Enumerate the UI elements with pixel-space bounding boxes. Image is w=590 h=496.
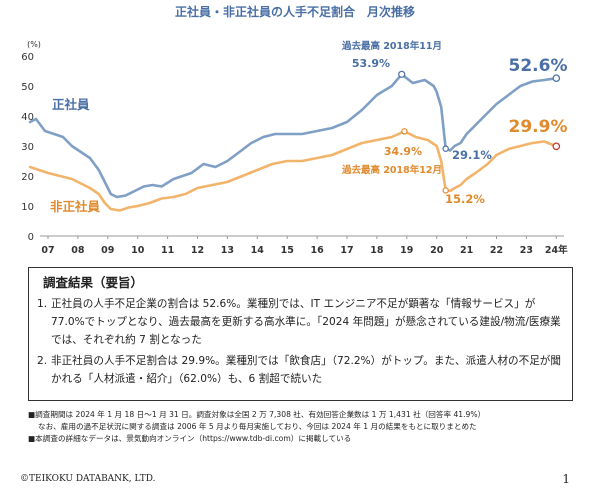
y-axis-unit: (%) [27, 40, 41, 49]
copyright: ©TEIKOKU DATABANK, LTD. [20, 474, 156, 484]
series-label: 非正社員 [50, 199, 101, 214]
summary-box: 調査結果（要旨） 1. 正社員の人手不足企業の割合は 52.6%。業種別では、I… [28, 267, 573, 401]
summary-item-text: 正社員の人手不足企業の割合は 52.6%。業種別では、IT エンジニア不足が顕著… [51, 298, 561, 346]
y-tick-label: 30 [21, 142, 34, 153]
x-tick-label: 12 [191, 245, 204, 256]
x-tick-label: 19 [400, 245, 413, 256]
x-tick-label: 16 [310, 245, 324, 256]
note-line: ■調査期間は 2024 年 1 月 18 日～1 月 31 日。調査対象は全国 … [28, 410, 486, 419]
chart-annotation: 過去最高 2018年12月 [341, 164, 442, 176]
y-tick-label: 0 [28, 232, 34, 243]
x-tick-label: 15 [281, 245, 294, 256]
summary-item-number: 2. [37, 355, 48, 367]
page-number: 1 [562, 472, 570, 486]
series-line-1 [28, 130, 558, 212]
series-end-marker [552, 142, 561, 151]
x-tick-label: 24年 [545, 244, 568, 256]
note-line: なお、雇用の過不足状況に関する調査は 2006 年 5 月より毎月実施しており、… [38, 422, 477, 431]
drop-marker [442, 145, 449, 152]
summary-title: 調査結果（要旨） [43, 275, 144, 290]
x-tick-label: 18 [370, 245, 384, 256]
series-end-marker [552, 74, 561, 83]
chart-annotation: 15.2% [445, 192, 485, 206]
y-tick-label: 10 [21, 202, 34, 213]
chart-title: 正社員・非正社員の人手不足割合 月次推移 [175, 4, 415, 19]
x-tick-label: 09 [101, 245, 114, 256]
chart-annotation: 29.1% [452, 148, 492, 162]
chart-annotation: 過去最高 2018年11月 [341, 40, 442, 52]
y-tick-label: 60 [21, 52, 34, 63]
survey-notes: ■調査期間は 2024 年 1 月 18 日～1 月 31 日。調査対象は全国 … [28, 409, 578, 445]
chart-annotation: 29.9% [509, 117, 568, 137]
peak-marker [398, 70, 406, 78]
y-tick-label: 20 [21, 172, 34, 183]
summary-item-text: 非正社員の人手不足割合は 29.9%。業種別では「飲食店」（72.2%）がトップ… [51, 355, 561, 385]
series-label: 正社員 [52, 97, 90, 112]
chart-annotation: 52.6% [509, 56, 568, 76]
peak-marker [401, 128, 408, 135]
x-tick-label: 17 [340, 245, 353, 256]
x-tick-label: 20 [430, 245, 444, 256]
x-tick-label: 13 [221, 245, 234, 256]
note-line: ■本調査の詳細なデータは、景気動向オンライン（https://www.tdb-d… [28, 434, 352, 443]
labor-shortage-chart: 正社員・非正社員の人手不足割合 月次推移 (%) 0 10 20 30 40 50 60 0… [21, 4, 568, 256]
x-tick-label: 07 [41, 245, 54, 256]
x-tick-label: 11 [161, 245, 174, 256]
summary-item-number: 1. [37, 298, 48, 310]
summary-item: 2. 非正社員の人手不足割合は 29.9%。業種別では「飲食店」（72.2%）が… [37, 352, 564, 388]
x-tick-label: 22 [490, 245, 503, 256]
series-line-0 [28, 73, 558, 199]
chart-annotation: 34.9% [384, 145, 422, 158]
y-tick-label: 40 [21, 112, 34, 123]
x-tick-label: 08 [71, 245, 85, 256]
x-tick-label: 10 [131, 245, 145, 256]
x-tick-label: 14 [251, 245, 265, 256]
x-tick-label: 21 [460, 245, 473, 256]
chart-annotation: 53.9% [352, 57, 390, 70]
x-tick-label: 23 [520, 245, 533, 256]
y-tick-label: 50 [21, 82, 34, 93]
drop-marker [442, 187, 449, 194]
summary-item: 1. 正社員の人手不足企業の割合は 52.6%。業種別では、IT エンジニア不足… [37, 295, 564, 349]
